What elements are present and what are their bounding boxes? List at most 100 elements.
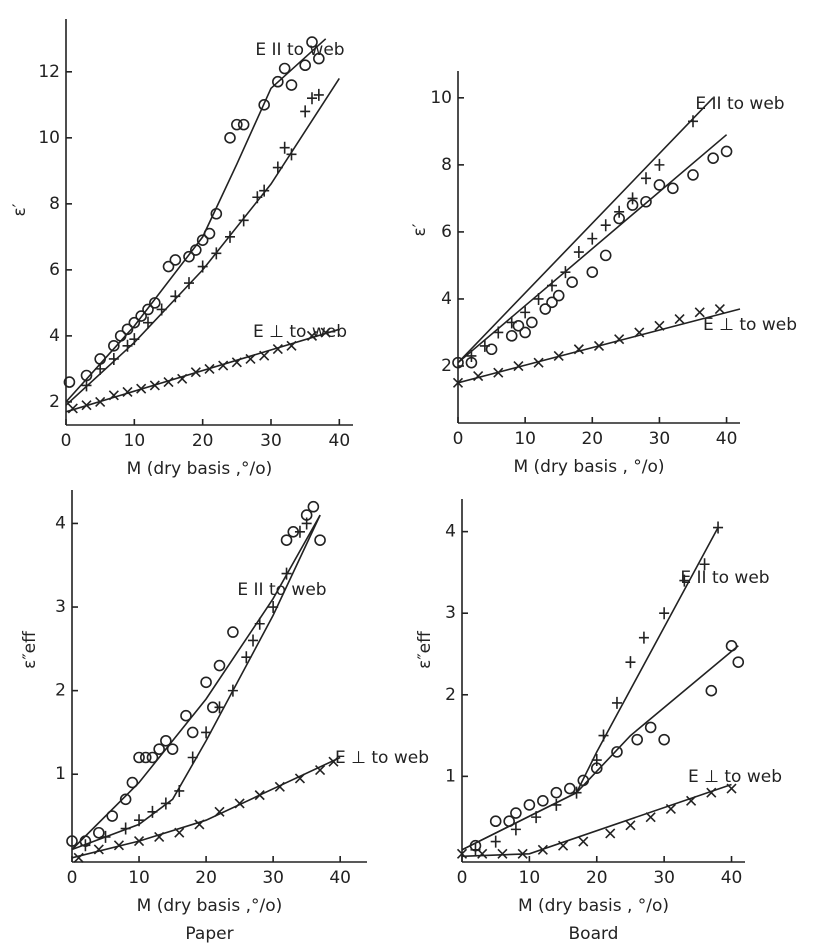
plus-marker [197, 260, 208, 273]
cross-marker [163, 377, 174, 388]
cross-marker [93, 844, 104, 855]
fit-line [71, 756, 341, 859]
plus-marker [80, 839, 91, 852]
plus-marker [587, 232, 598, 245]
cross-marker [174, 827, 185, 838]
circle-marker [190, 244, 202, 256]
plus-marker [281, 567, 292, 580]
curve-label: E ⊥ to web [688, 767, 782, 787]
plus-marker [560, 266, 571, 279]
x-tick-label: 10 [124, 431, 146, 451]
plus-marker [591, 754, 602, 767]
x-tick-label: 0 [453, 429, 464, 449]
cross-marker [497, 848, 508, 859]
circle-marker [539, 303, 552, 315]
plus-marker [81, 379, 92, 392]
x-tick-label: 10 [128, 868, 150, 888]
circle-marker [566, 276, 578, 289]
cross-marker [214, 806, 225, 817]
circle-marker [537, 795, 549, 807]
plus-marker [627, 192, 638, 205]
plus-marker [241, 651, 252, 664]
x-tick-label: 10 [519, 868, 541, 888]
circle-marker [93, 826, 105, 839]
cross-marker [533, 357, 544, 368]
curve-label: E ⊥ to web [703, 315, 797, 335]
circle-marker [299, 59, 311, 72]
circle-marker [732, 656, 745, 668]
x-axis-label: M (dry basis , °/o) [518, 896, 669, 916]
plus-marker [479, 339, 490, 352]
circle-marker [63, 376, 76, 388]
plus-marker [493, 326, 504, 339]
plus-marker [279, 141, 290, 154]
circle-marker [687, 169, 699, 181]
plus-marker [108, 352, 119, 365]
cross-marker [294, 773, 306, 784]
plus-marker [259, 184, 270, 197]
cross-marker [654, 320, 665, 331]
cross-marker [493, 367, 504, 378]
plus-marker [134, 814, 145, 827]
y-tick-label: 4 [441, 289, 452, 309]
plus-marker [510, 823, 521, 836]
cross-marker [272, 344, 283, 355]
caption: Paper [185, 924, 233, 943]
y-axis-label: ε′ [410, 223, 430, 236]
circle-marker [213, 659, 226, 672]
cross-marker [537, 844, 548, 855]
plus-marker [679, 574, 690, 587]
circle-marker [523, 799, 536, 811]
circle-marker [278, 62, 291, 75]
plus-marker [520, 306, 531, 319]
cross-marker [194, 819, 205, 830]
cross-marker [67, 403, 78, 414]
plus-marker [611, 696, 622, 709]
cross-marker [254, 790, 265, 801]
circle-marker [186, 726, 199, 739]
cross-marker [517, 848, 528, 859]
y-tick-label: 1 [445, 766, 456, 786]
circle-marker [564, 782, 576, 795]
plus-marker [225, 230, 235, 243]
cross-marker [726, 783, 737, 794]
x-tick-label: 40 [716, 429, 738, 449]
circle-marker [519, 326, 531, 339]
circle-marker [231, 118, 243, 131]
x-tick-label: 20 [192, 431, 214, 451]
plus-marker [184, 277, 194, 290]
cross-marker [578, 836, 589, 847]
circle-marker [119, 793, 132, 806]
circle-marker [644, 721, 657, 734]
cross-marker [231, 357, 242, 368]
y-tick-label: 2 [55, 681, 66, 701]
x-axis-label: M (dry basis ,°/o) [137, 896, 283, 916]
x-tick-label: 0 [67, 868, 78, 888]
cross-marker [95, 396, 106, 407]
circle-marker [599, 249, 612, 262]
y-tick-label: 4 [55, 513, 66, 533]
circle-marker [505, 330, 518, 342]
y-tick-label: 3 [445, 603, 456, 623]
circle-marker [550, 786, 563, 799]
plus-marker [120, 822, 131, 835]
cross-marker [190, 367, 201, 378]
circle-marker [725, 640, 738, 652]
circle-marker [611, 746, 623, 758]
circle-marker [667, 182, 679, 195]
cross-marker [81, 400, 92, 411]
cross-marker [108, 390, 119, 401]
circle-marker [126, 776, 139, 789]
circle-marker [280, 534, 293, 546]
cross-marker [452, 377, 464, 388]
circle-marker [512, 319, 525, 332]
cross-marker [645, 812, 656, 823]
plus-marker [466, 349, 477, 362]
cross-marker [234, 798, 245, 809]
circle-marker [160, 734, 172, 747]
circle-marker [139, 751, 152, 764]
y-tick-label: 6 [441, 222, 452, 242]
cross-marker [553, 350, 564, 362]
cross-marker [513, 360, 524, 372]
cross-marker [593, 340, 605, 351]
